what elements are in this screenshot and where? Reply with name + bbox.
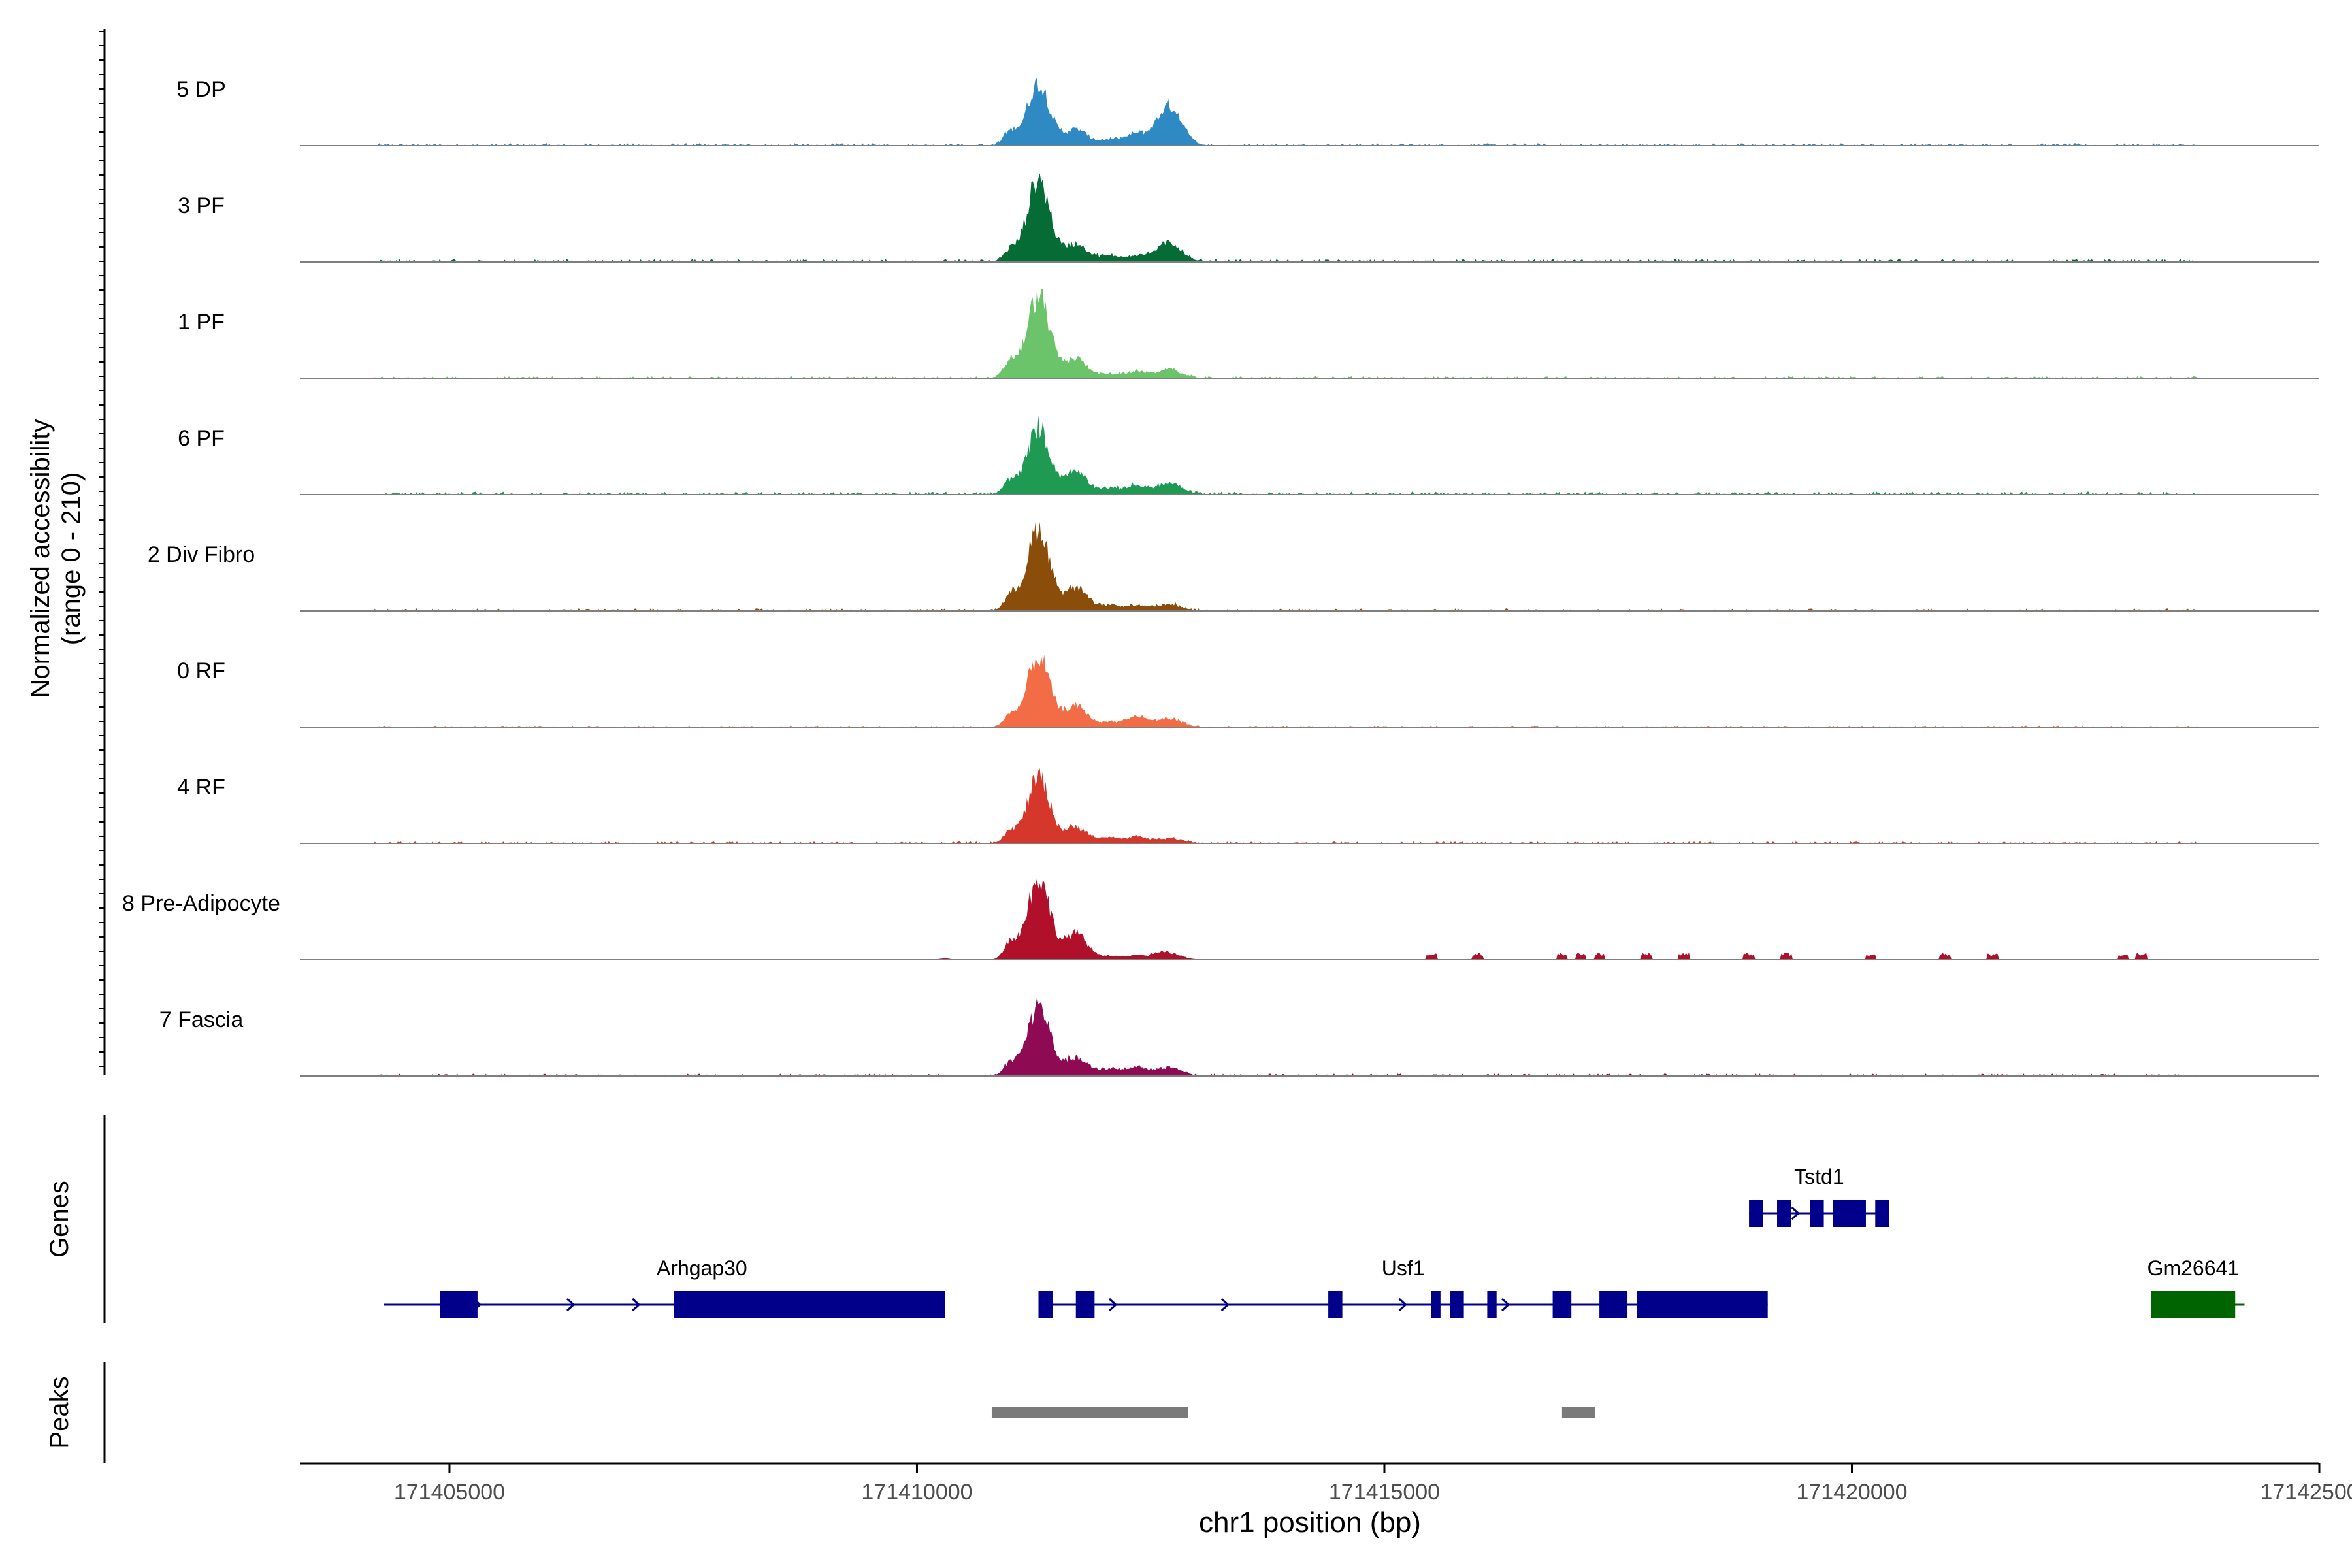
track-label: 4 RF	[177, 775, 225, 800]
track-label: 5 DP	[176, 77, 226, 102]
coverage-area	[300, 289, 2319, 378]
gene-arhgap30: Arhgap30	[384, 1256, 945, 1318]
x-tick-label: 171410000	[861, 1480, 972, 1505]
gene-exon	[440, 1291, 478, 1318]
gene-label: Arhgap30	[657, 1256, 747, 1280]
track-label: 3 PF	[178, 193, 225, 218]
gene-exon	[1431, 1291, 1441, 1318]
strand-arrow-icon	[566, 1298, 576, 1312]
gene-exon	[1487, 1291, 1497, 1318]
gene-exon	[1075, 1291, 1095, 1318]
track-label: 7 Fascia	[159, 1007, 244, 1032]
gene-exon	[1599, 1291, 1628, 1318]
strand-arrow-icon	[1220, 1298, 1230, 1312]
coverage-area	[300, 415, 2319, 495]
gene-exon	[1810, 1200, 1824, 1227]
peak-regions	[991, 1407, 1595, 1418]
track-8-pre-adipocyte: 8 Pre-Adipocyte	[122, 878, 2319, 960]
coverage-tracks: 5 DP 3 PF 1 PF 6 PF 2 Div Fibro 0 RF 4 RF 8 Pre…	[122, 77, 2319, 1077]
gene-exon	[1875, 1200, 1889, 1227]
track-1-pf: 1 PF	[178, 289, 2319, 379]
peak-bar	[991, 1407, 1188, 1418]
gene-exon	[1777, 1200, 1791, 1227]
track-6-pf: 6 PF	[178, 415, 2319, 495]
track-0-rf: 0 RF	[177, 654, 2319, 728]
x-axis-ticks: 171405000 171410000 171415000 171420000 1714…	[394, 1463, 2352, 1505]
gene-label: Usf1	[1382, 1256, 1425, 1280]
strand-arrow-icon	[1108, 1298, 1118, 1312]
track-label: 8 Pre-Adipocyte	[122, 891, 280, 916]
track-4-rf: 4 RF	[177, 768, 2319, 844]
track-2-div-fibro: 2 Div Fibro	[148, 522, 2319, 612]
coverage-area	[300, 768, 2319, 843]
coverage-area	[300, 654, 2319, 727]
x-tick-label: 171415000	[1329, 1480, 1440, 1505]
y-axis-title-line1: Normalized accessibility	[26, 419, 55, 698]
track-label: 0 RF	[177, 659, 225, 683]
track-7-fascia: 7 Fascia	[159, 997, 2319, 1077]
coverage-area	[300, 78, 2319, 146]
x-tick-label: 17142500	[2260, 1480, 2352, 1505]
coverage-area	[300, 997, 2319, 1076]
track-3-pf: 3 PF	[178, 173, 2319, 263]
track-label: 2 Div Fibro	[148, 542, 255, 567]
gene-exon	[1749, 1200, 1763, 1227]
track-label: 6 PF	[178, 426, 225, 451]
coverage-area	[300, 522, 2319, 611]
gene-exon	[1637, 1291, 1768, 1318]
x-tick-label: 171420000	[1796, 1480, 1907, 1505]
gene-exon	[1038, 1291, 1053, 1318]
gene-annotations: Arhgap30 Usf1 Tstd1 Gm26641	[384, 1165, 2245, 1318]
gene-label: Tstd1	[1794, 1165, 1844, 1188]
genes-panel-label: Genes	[45, 1181, 74, 1258]
x-tick-label: 171405000	[394, 1480, 505, 1505]
gene-exon	[1833, 1200, 1866, 1227]
strand-arrow-icon	[1501, 1298, 1511, 1312]
gene-exon	[2151, 1291, 2236, 1318]
coverage-y-ticks	[99, 31, 105, 1067]
gene-label: Gm26641	[2148, 1256, 2240, 1280]
peak-bar	[1561, 1407, 1595, 1418]
x-axis-title: chr1 position (bp)	[1199, 1507, 1421, 1539]
gene-usf1: Usf1	[1038, 1256, 1768, 1318]
track-5-dp: 5 DP	[176, 77, 2319, 146]
y-axis-title-line2: (range 0 - 210)	[57, 472, 86, 645]
strand-arrow-icon	[1398, 1298, 1407, 1312]
gene-tstd1: Tstd1	[1749, 1165, 1889, 1227]
strand-arrow-icon	[1791, 1206, 1800, 1220]
gene-gm26641: Gm26641	[2148, 1256, 2245, 1318]
track-label: 1 PF	[178, 310, 225, 335]
peaks-panel-label: Peaks	[45, 1376, 74, 1448]
gene-exon	[1328, 1291, 1343, 1318]
coverage-area	[300, 173, 2319, 262]
gene-exon	[1450, 1291, 1464, 1318]
gene-exon	[1552, 1291, 1572, 1318]
gene-exon	[674, 1291, 945, 1318]
strand-arrow-icon	[632, 1298, 641, 1312]
coverage-area	[300, 878, 2319, 960]
